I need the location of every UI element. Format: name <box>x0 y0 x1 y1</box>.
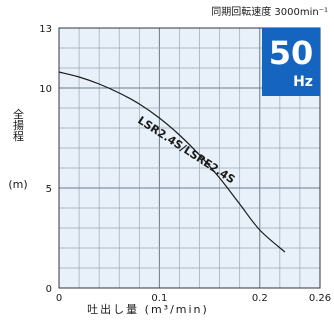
x-tick-label: 0.2 <box>252 293 268 304</box>
speed-note: 同期回転速度 3000min⁻¹ <box>211 5 328 18</box>
frequency-badge <box>262 28 320 96</box>
frequency-unit: Hz <box>293 74 313 90</box>
y-axis-label: 全揚程 <box>12 107 25 142</box>
plot-frame <box>58 27 321 289</box>
x-axis-label: 吐出し量 (m³/min) <box>87 302 209 316</box>
y-axis-unit: (m) <box>8 178 27 191</box>
x-tick-label: 0.26 <box>309 293 331 304</box>
frequency-value: 50 <box>269 34 314 72</box>
x-tick-label: 0.1 <box>151 293 167 304</box>
y-tick-label: 10 <box>39 84 52 95</box>
x-tick-label: 0 <box>56 293 62 304</box>
y-tick-label: 5 <box>46 184 52 195</box>
series-line <box>58 71 286 253</box>
y-tick-label: 0 <box>46 284 52 295</box>
y-tick-label: 13 <box>39 24 52 35</box>
